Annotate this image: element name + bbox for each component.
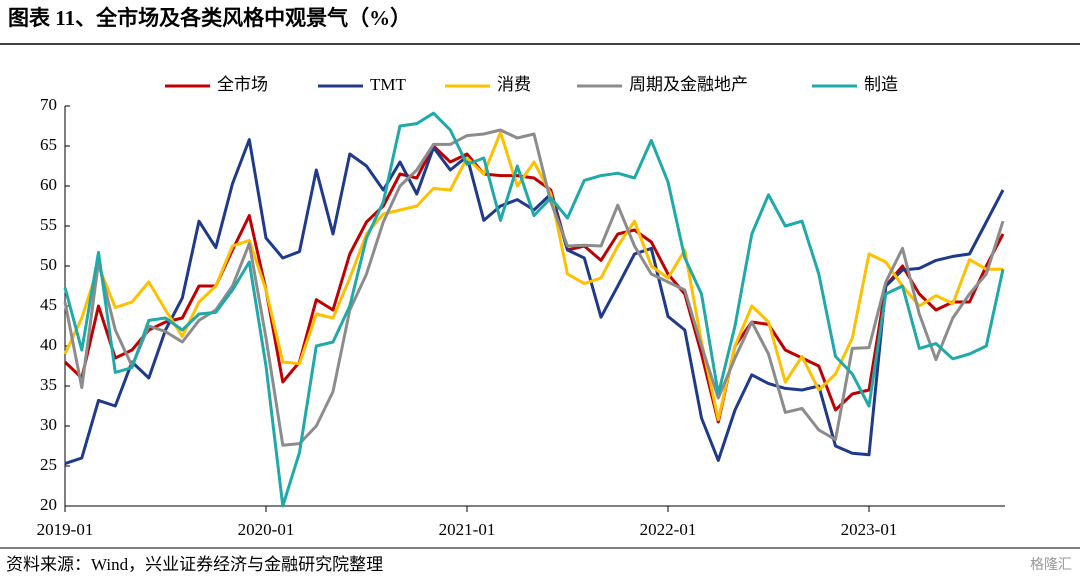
y-tick-label: 65 <box>40 135 57 154</box>
chart-title: 图表 11、全市场及各类风格中观景气（%） <box>8 6 411 30</box>
x-tick-label: 2020-01 <box>238 520 295 539</box>
legend-label: 消费 <box>497 75 531 94</box>
series-line <box>64 138 1005 466</box>
y-tick-label: 25 <box>40 455 57 474</box>
legend-label: 全市场 <box>217 75 268 94</box>
y-tick-label: 20 <box>40 495 57 514</box>
x-tick-label: 2022-01 <box>640 520 697 539</box>
series-line <box>63 130 1003 422</box>
x-tick-label: 2021-01 <box>439 520 496 539</box>
x-tick-label: 2023-01 <box>841 520 898 539</box>
source-note: 资料来源：Wind，兴业证券经济与金融研究院整理 <box>6 555 383 574</box>
y-tick-label: 50 <box>40 255 57 274</box>
x-tick-label: 2019-01 <box>37 520 94 539</box>
series-line <box>63 111 1005 508</box>
legend-label: TMT <box>370 75 407 94</box>
legend-label: 制造 <box>864 75 898 94</box>
y-tick-label: 45 <box>40 295 57 314</box>
series-line <box>63 128 1005 447</box>
y-tick-label: 35 <box>40 375 57 394</box>
legend-label: 周期及金融地产 <box>629 75 748 94</box>
watermark: 格隆汇 <box>1030 557 1072 573</box>
y-tick-label: 70 <box>40 95 57 114</box>
y-tick-label: 60 <box>40 175 57 194</box>
y-tick-label: 55 <box>40 215 57 234</box>
y-tick-label: 30 <box>40 415 57 434</box>
y-tick-label: 40 <box>40 335 57 354</box>
